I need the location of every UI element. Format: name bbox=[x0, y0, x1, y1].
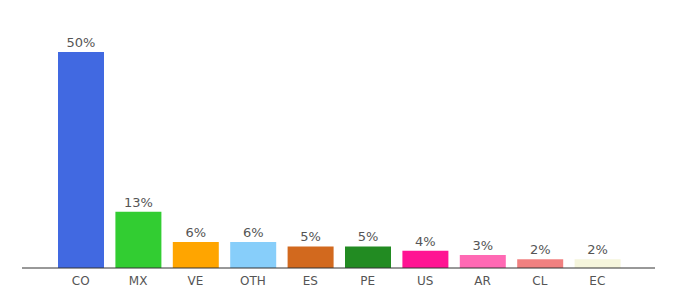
svg-text:MX: MX bbox=[129, 274, 148, 288]
svg-text:OTH: OTH bbox=[240, 274, 266, 288]
svg-text:PE: PE bbox=[360, 274, 375, 288]
svg-text:EC: EC bbox=[589, 274, 605, 288]
svg-text:2%: 2% bbox=[587, 242, 608, 257]
svg-text:3%: 3% bbox=[472, 238, 493, 253]
svg-text:4%: 4% bbox=[415, 234, 436, 249]
svg-text:VE: VE bbox=[188, 274, 204, 288]
svg-text:ES: ES bbox=[303, 274, 318, 288]
svg-text:6%: 6% bbox=[185, 225, 206, 240]
svg-text:2%: 2% bbox=[530, 242, 551, 257]
svg-text:CL: CL bbox=[532, 274, 547, 288]
svg-text:5%: 5% bbox=[300, 229, 321, 244]
svg-text:US: US bbox=[417, 274, 433, 288]
svg-text:AR: AR bbox=[474, 274, 491, 288]
svg-text:13%: 13% bbox=[124, 195, 153, 210]
svg-text:50%: 50% bbox=[67, 35, 96, 50]
svg-text:6%: 6% bbox=[243, 225, 264, 240]
svg-text:CO: CO bbox=[72, 274, 90, 288]
svg-text:5%: 5% bbox=[358, 229, 379, 244]
